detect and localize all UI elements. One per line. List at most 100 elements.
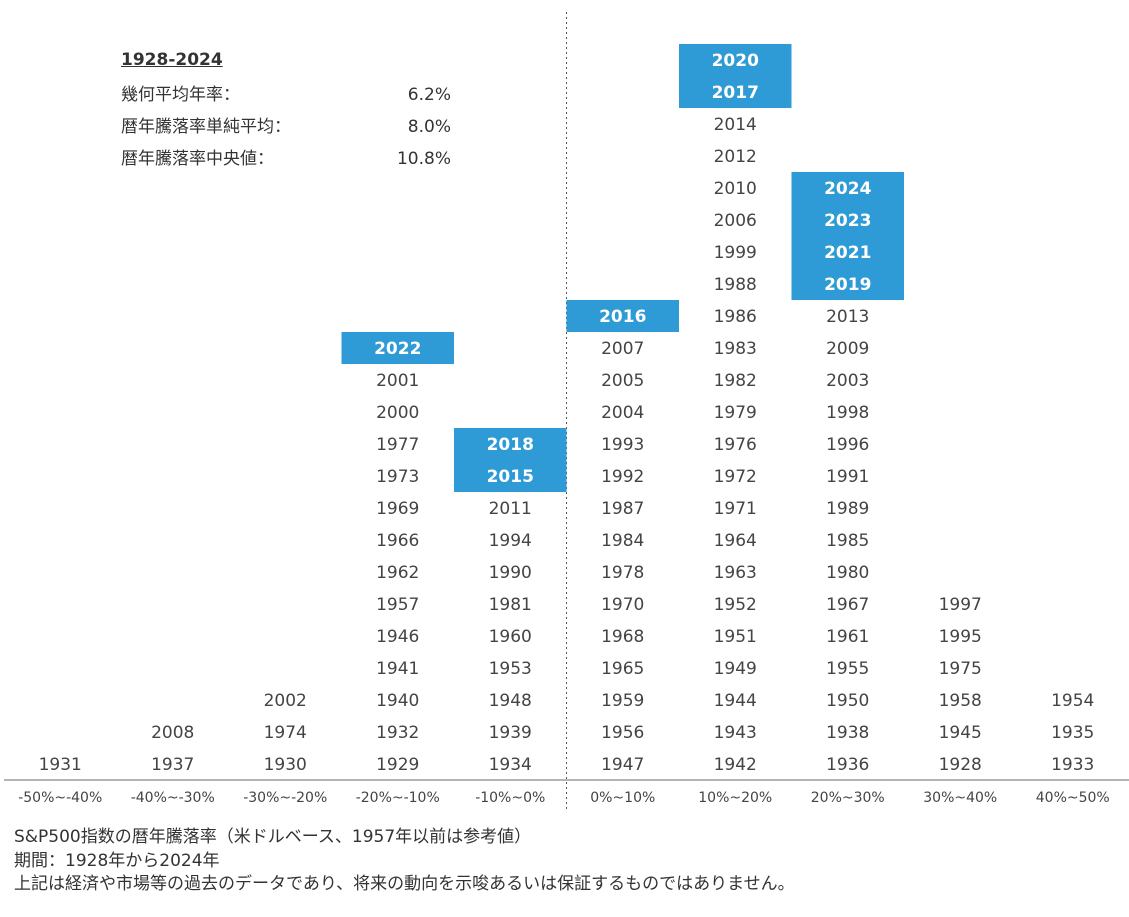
year-label: 2021: [824, 243, 871, 263]
bin-label: -10%~0%: [475, 790, 545, 806]
year-label: 1967: [826, 595, 869, 615]
year-label: 2012: [714, 147, 757, 167]
bin-label: -30%~-20%: [243, 790, 327, 806]
year-label: 1983: [714, 339, 757, 359]
year-label: 1951: [714, 627, 757, 647]
year-label: 2024: [824, 179, 871, 199]
highlight-cell: [341, 332, 454, 364]
year-label: 2013: [826, 307, 869, 327]
year-label: 1950: [826, 691, 869, 711]
year-label: 1944: [714, 691, 757, 711]
year-label: 1942: [714, 755, 757, 775]
year-label: 1993: [601, 435, 644, 455]
highlight-cell: [791, 236, 904, 268]
bin-label: 0%~10%: [590, 790, 655, 806]
year-label: 1953: [489, 659, 532, 679]
year-label: 1939: [489, 723, 532, 743]
year-label: 1952: [714, 595, 757, 615]
year-label: 1946: [376, 627, 419, 647]
year-label: 1991: [826, 467, 869, 487]
year-label: 1934: [489, 755, 532, 775]
bin-label: -40%~-30%: [131, 790, 215, 806]
year-label: 1959: [601, 691, 644, 711]
year-label: 2001: [376, 371, 419, 391]
year-label: 2005: [601, 371, 644, 391]
year-label: 2022: [374, 339, 421, 359]
year-label: 1933: [1051, 755, 1094, 775]
year-label: 1935: [1051, 723, 1094, 743]
year-label: 1956: [601, 723, 644, 743]
highlight-cell: [791, 268, 904, 300]
year-label: 1988: [714, 275, 757, 295]
stat-label: 暦年騰落率単純平均：: [121, 117, 291, 137]
year-label: 1962: [376, 563, 419, 583]
year-label: 1938: [826, 723, 869, 743]
year-label: 2018: [487, 435, 534, 455]
bin-label: 10%~20%: [698, 790, 772, 806]
year-label: 2002: [264, 691, 307, 711]
year-label: 1972: [714, 467, 757, 487]
year-label: 1936: [826, 755, 869, 775]
period-label: 1928-2024: [121, 50, 223, 70]
stat-label: 幾何平均年率：: [121, 85, 240, 105]
highlight-cell: [791, 172, 904, 204]
stat-value: 6.2%: [407, 85, 451, 105]
year-label: 1940: [376, 691, 419, 711]
year-label: 1955: [826, 659, 869, 679]
highlight-cell: [679, 44, 792, 76]
highlight-cell: [454, 428, 567, 460]
year-label: 1961: [826, 627, 869, 647]
year-label: 1943: [714, 723, 757, 743]
bin-label: 30%~40%: [923, 790, 997, 806]
year-label: 1976: [714, 435, 757, 455]
year-label: 1992: [601, 467, 644, 487]
year-label: 1977: [376, 435, 419, 455]
year-label: 1930: [264, 755, 307, 775]
year-label: 1949: [714, 659, 757, 679]
year-label: 1998: [826, 403, 869, 423]
year-label: 1995: [939, 627, 982, 647]
year-label: 1941: [376, 659, 419, 679]
year-label: 1984: [601, 531, 644, 551]
highlight-cell: [566, 300, 679, 332]
year-label: 1987: [601, 499, 644, 519]
year-label: 2009: [826, 339, 869, 359]
bin-label: 20%~30%: [811, 790, 885, 806]
year-label: 1931: [39, 755, 82, 775]
year-label: 1957: [376, 595, 419, 615]
year-label: 1966: [376, 531, 419, 551]
footnote-disclaimer: 上記は経済や市場等の過去のデータであり、将来の動向を示唆あるいは保証するものでは…: [14, 874, 795, 894]
bin-label: -20%~-10%: [356, 790, 440, 806]
year-label: 1985: [826, 531, 869, 551]
year-label: 1970: [601, 595, 644, 615]
year-label: 1978: [601, 563, 644, 583]
year-label: 1932: [376, 723, 419, 743]
stat-row-median: 暦年騰落率中央値： 10.8%: [121, 143, 451, 175]
year-label: 1964: [714, 531, 757, 551]
year-label: 1968: [601, 627, 644, 647]
stat-label: 暦年騰落率中央値：: [121, 149, 274, 169]
bin-label: 40%~50%: [1036, 790, 1110, 806]
year-label: 2011: [489, 499, 532, 519]
year-label: 2000: [376, 403, 419, 423]
year-label: 1996: [826, 435, 869, 455]
year-label: 2020: [712, 51, 759, 71]
bin-label: -50%~-40%: [18, 790, 102, 806]
footnote-period: 期間：1928年から2024年: [14, 850, 220, 871]
year-label: 1989: [826, 499, 869, 519]
year-label: 2007: [601, 339, 644, 359]
year-label: 1994: [489, 531, 532, 551]
highlight-cell: [791, 204, 904, 236]
year-label: 1981: [489, 595, 532, 615]
year-label: 1999: [714, 243, 757, 263]
year-label: 1928: [939, 755, 982, 775]
highlight-cell: [679, 76, 792, 108]
year-label: 2023: [824, 211, 871, 231]
highlight-cell: [454, 460, 567, 492]
year-label: 2019: [824, 275, 871, 295]
year-label: 2014: [714, 115, 757, 135]
year-label: 2004: [601, 403, 644, 423]
year-label: 2006: [714, 211, 757, 231]
year-label: 2010: [714, 179, 757, 199]
